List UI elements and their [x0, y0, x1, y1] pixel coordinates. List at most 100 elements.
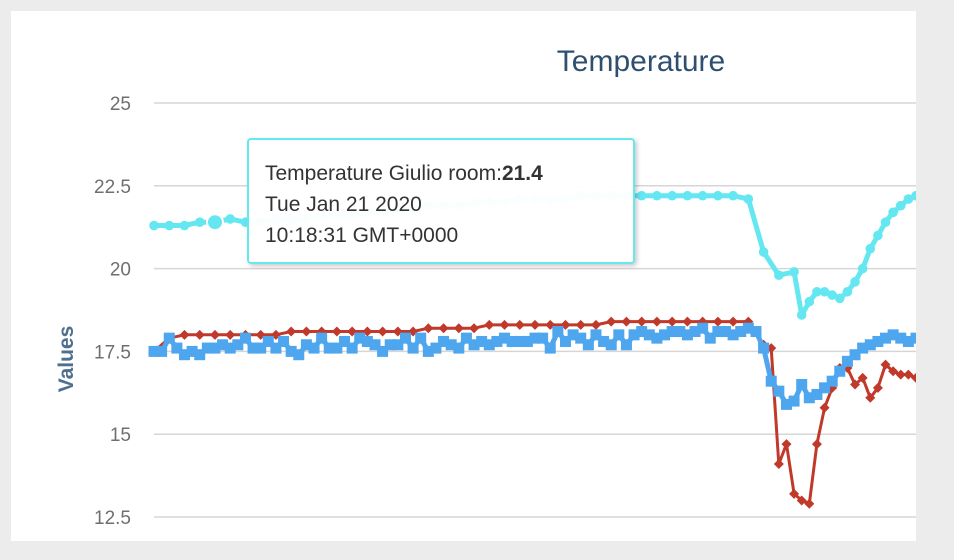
data-point[interactable]: [742, 322, 754, 334]
data-point[interactable]: [308, 342, 320, 354]
data-point[interactable]: [903, 194, 914, 204]
data-point[interactable]: [217, 339, 229, 351]
data-point[interactable]: [880, 332, 892, 344]
data-point[interactable]: [156, 345, 168, 357]
data-point[interactable]: [811, 439, 822, 450]
data-point[interactable]: [712, 326, 724, 338]
data-point[interactable]: [652, 190, 662, 201]
data-point[interactable]: [758, 247, 769, 257]
data-point[interactable]: [194, 217, 205, 228]
data-point[interactable]: [865, 243, 876, 254]
data-point[interactable]: [149, 220, 159, 231]
data-point[interactable]: [285, 345, 297, 357]
data-point[interactable]: [575, 332, 587, 344]
data-point[interactable]: [514, 319, 525, 330]
data-point[interactable]: [803, 392, 815, 404]
data-point[interactable]: [720, 326, 731, 338]
data-point[interactable]: [171, 342, 183, 354]
data-point[interactable]: [895, 369, 906, 380]
data-point[interactable]: [491, 335, 503, 347]
data-point[interactable]: [164, 220, 175, 231]
data-point[interactable]: [880, 217, 891, 228]
data-point[interactable]: [636, 190, 647, 201]
data-point[interactable]: [895, 200, 906, 211]
data-point[interactable]: [789, 267, 799, 277]
data-point[interactable]: [384, 339, 396, 351]
data-point[interactable]: [911, 190, 916, 201]
data-point[interactable]: [530, 319, 540, 330]
data-point[interactable]: [888, 207, 898, 218]
data-point[interactable]: [423, 323, 434, 334]
data-point[interactable]: [483, 339, 495, 351]
data-point[interactable]: [346, 342, 358, 354]
data-point[interactable]: [857, 342, 869, 354]
data-point[interactable]: [788, 395, 800, 407]
data-point[interactable]: [827, 290, 837, 300]
data-point[interactable]: [415, 332, 427, 344]
data-point[interactable]: [796, 310, 807, 320]
data-point[interactable]: [331, 326, 342, 337]
data-point[interactable]: [667, 190, 677, 201]
data-point[interactable]: [903, 369, 914, 380]
data-point[interactable]: [201, 342, 213, 354]
data-point[interactable]: [286, 326, 297, 337]
data-point[interactable]: [850, 277, 860, 287]
data-point[interactable]: [811, 388, 823, 400]
data-point[interactable]: [225, 329, 236, 340]
data-point[interactable]: [728, 190, 738, 201]
data-point[interactable]: [804, 498, 815, 509]
data-point[interactable]: [232, 339, 244, 351]
data-point[interactable]: [484, 319, 495, 330]
data-point[interactable]: [514, 335, 526, 347]
data-point[interactable]: [850, 379, 861, 390]
data-point[interactable]: [559, 335, 571, 347]
data-point[interactable]: [911, 372, 916, 383]
data-point[interactable]: [849, 349, 861, 361]
data-point[interactable]: [887, 329, 899, 341]
data-point[interactable]: [323, 342, 335, 354]
data-point[interactable]: [293, 349, 305, 361]
data-point[interactable]: [728, 316, 739, 327]
data-point[interactable]: [575, 319, 586, 330]
data-point[interactable]: [453, 342, 465, 354]
data-point[interactable]: [689, 326, 701, 338]
data-point[interactable]: [842, 286, 853, 297]
data-point[interactable]: [300, 339, 312, 351]
data-point[interactable]: [598, 335, 610, 347]
data-point[interactable]: [704, 332, 716, 344]
data-point[interactable]: [872, 382, 883, 393]
data-point[interactable]: [659, 329, 671, 341]
data-point[interactable]: [857, 372, 868, 383]
data-point[interactable]: [590, 329, 602, 341]
data-point[interactable]: [468, 339, 480, 351]
data-point[interactable]: [521, 335, 533, 347]
data-point[interactable]: [682, 316, 693, 327]
data-point[interactable]: [361, 335, 373, 347]
data-point[interactable]: [835, 293, 845, 304]
data-point[interactable]: [605, 339, 617, 351]
data-point[interactable]: [774, 270, 784, 281]
data-point[interactable]: [194, 349, 206, 361]
data-point[interactable]: [179, 329, 190, 340]
data-point[interactable]: [902, 335, 914, 347]
data-point[interactable]: [910, 332, 917, 344]
data-point[interactable]: [469, 323, 480, 334]
data-point[interactable]: [590, 319, 601, 330]
data-point[interactable]: [712, 316, 723, 327]
data-point[interactable]: [781, 439, 792, 450]
data-point[interactable]: [826, 375, 838, 387]
data-point[interactable]: [857, 263, 868, 274]
data-point[interactable]: [765, 375, 777, 387]
data-point[interactable]: [339, 335, 350, 347]
data-point[interactable]: [773, 459, 784, 470]
data-point[interactable]: [743, 194, 754, 204]
data-point[interactable]: [377, 326, 388, 337]
data-point[interactable]: [834, 365, 846, 377]
data-point[interactable]: [666, 326, 678, 338]
data-point[interactable]: [392, 339, 404, 351]
data-point[interactable]: [812, 286, 822, 297]
data-point[interactable]: [179, 220, 190, 231]
data-point[interactable]: [674, 326, 686, 338]
data-point[interactable]: [209, 342, 221, 354]
data-point[interactable]: [270, 342, 282, 354]
